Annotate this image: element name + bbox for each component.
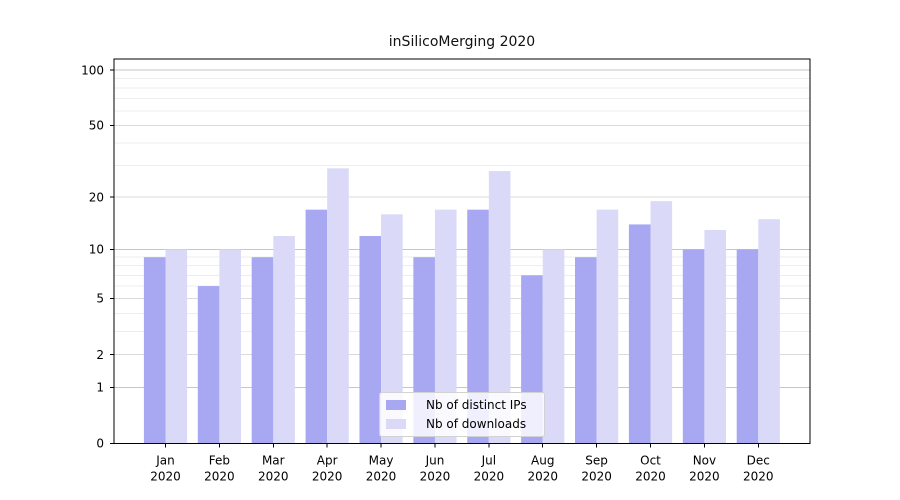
x-axis-month-label: May xyxy=(369,454,394,468)
x-axis-year-label: 2020 xyxy=(743,470,774,484)
y-axis-tick-label: 20 xyxy=(89,190,104,204)
x-axis-month-label: Apr xyxy=(317,454,338,468)
x-axis-year-label: 2020 xyxy=(312,470,343,484)
x-axis-year-label: 2020 xyxy=(527,470,558,484)
x-axis-month-label: Dec xyxy=(747,454,770,468)
bar-downloads-oct xyxy=(650,201,673,444)
bar-downloads-may xyxy=(381,214,403,444)
axes-spines xyxy=(113,58,811,444)
legend-label-distinct-ips: Nb of distinct IPs xyxy=(426,398,527,413)
x-axis-year-label: 2020 xyxy=(689,470,720,484)
x-axis-year-label: 2020 xyxy=(150,470,181,484)
bar-distinct-ips-dec xyxy=(736,249,759,444)
bar-distinct-ips-oct xyxy=(628,224,651,444)
y-axis-tick-label: 10 xyxy=(89,243,104,257)
x-axis-month-label: Aug xyxy=(531,454,554,468)
x-axis-year-label: 2020 xyxy=(474,470,505,484)
x-axis-month-label: Oct xyxy=(640,454,661,468)
x-axis-year-label: 2020 xyxy=(635,470,666,484)
bar-downloads-feb xyxy=(219,249,241,444)
x-axis-month-label: Jun xyxy=(425,454,445,468)
bar-distinct-ips-apr xyxy=(305,209,328,444)
y-axis-tick-label: 5 xyxy=(96,292,104,306)
bar-downloads-nov xyxy=(704,230,726,444)
legend-item-distinct-ips: Nb of distinct IPs xyxy=(386,396,538,414)
x-axis-month-label: Feb xyxy=(209,454,230,468)
x-axis-month-label: Jul xyxy=(481,454,496,468)
bar-downloads-jul xyxy=(488,171,511,444)
x-axis-month-label: Nov xyxy=(693,454,716,468)
bar-downloads-dec xyxy=(758,219,780,444)
x-axis-month-label: Sep xyxy=(585,454,608,468)
bar-distinct-ips-jul xyxy=(467,209,489,444)
bar-distinct-ips-jan xyxy=(143,257,166,444)
y-axis-tick-label: 100 xyxy=(81,63,104,77)
legend-swatch-distinct-ips xyxy=(386,400,406,411)
y-axis-tick-label: 0 xyxy=(96,437,104,451)
chart-title: inSilicoMerging 2020 xyxy=(388,34,536,50)
x-axis-year-label: 2020 xyxy=(258,470,289,484)
x-axis-month-label: Mar xyxy=(262,454,285,468)
x-axis-year-label: 2020 xyxy=(204,470,235,484)
bar-downloads-sep xyxy=(596,209,619,444)
bar-downloads-jan xyxy=(165,249,188,444)
bar-distinct-ips-sep xyxy=(575,257,597,444)
bar-downloads-apr xyxy=(327,168,349,444)
legend-item-downloads: Nb of downloads xyxy=(386,415,538,433)
x-axis-year-label: 2020 xyxy=(581,470,612,484)
bar-downloads-jun xyxy=(434,209,457,444)
x-axis-year-label: 2020 xyxy=(420,470,451,484)
bar-downloads-mar xyxy=(273,235,295,444)
bar-distinct-ips-feb xyxy=(197,286,220,444)
y-axis-tick-label: 50 xyxy=(89,119,104,133)
bar-downloads-aug xyxy=(542,249,565,444)
legend: Nb of distinct IPs Nb of downloads xyxy=(379,392,545,437)
legend-swatch-downloads xyxy=(386,418,406,429)
bar-distinct-ips-nov xyxy=(682,249,705,444)
legend-label-downloads: Nb of downloads xyxy=(426,416,527,431)
y-axis-tick-label: 1 xyxy=(96,381,104,395)
y-axis-tick-label: 2 xyxy=(96,348,104,362)
bar-distinct-ips-may xyxy=(359,235,382,444)
bar-distinct-ips-mar xyxy=(251,257,274,444)
x-axis-year-label: 2020 xyxy=(366,470,397,484)
x-axis-month-label: Jan xyxy=(155,454,175,468)
